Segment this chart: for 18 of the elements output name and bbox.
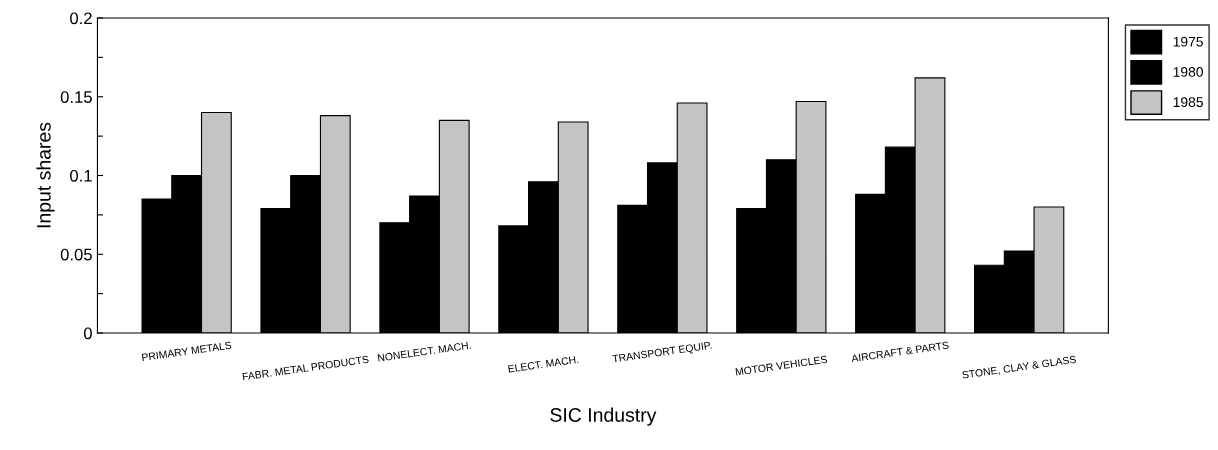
y-tick-label: 0.05 bbox=[60, 248, 92, 261]
x-tick-label: PRIMARY METALS bbox=[141, 341, 232, 362]
y-tick-label: 0 bbox=[83, 327, 92, 340]
legend-label: 1980 bbox=[1173, 66, 1204, 77]
y-tick-label: 0.2 bbox=[70, 12, 92, 25]
x-tick-label: ELECT. MACH. bbox=[508, 355, 579, 373]
x-tick-label: STONE, CLAY & GLASS bbox=[961, 355, 1077, 380]
x-tick-label: TRANSPORT EQUIP. bbox=[612, 341, 712, 365]
legend-label: 1975 bbox=[1173, 36, 1203, 47]
y-tick-label: 0.15 bbox=[60, 91, 92, 103]
x-tick-label: FABR. METAL PRODUCTS bbox=[242, 355, 369, 381]
y-tick-label: 0.1 bbox=[70, 169, 92, 182]
x-tick-label: NONELECT. MACH. bbox=[377, 341, 471, 362]
x-tick-label: AIRCRAFT & PARTS bbox=[850, 341, 949, 363]
x-tick-label: MOTOR VEHICLES bbox=[735, 355, 828, 376]
y-axis-title: Input shares bbox=[36, 122, 55, 228]
x-axis-title: SIC Industry bbox=[550, 407, 657, 426]
legend-label: 1985 bbox=[1173, 97, 1203, 108]
